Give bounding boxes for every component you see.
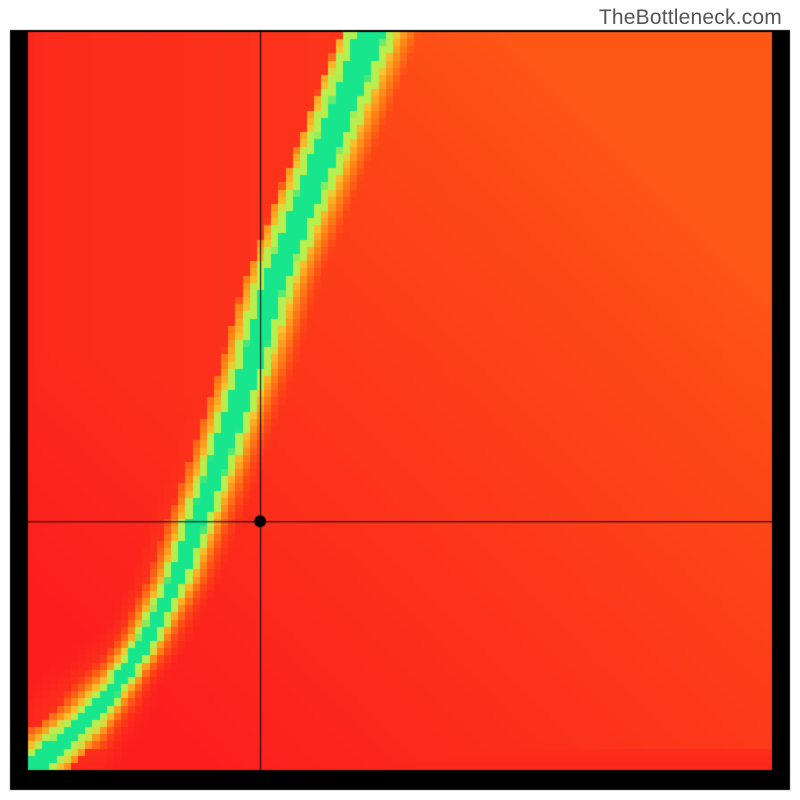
- watermark-text: TheBottleneck.com: [599, 6, 782, 30]
- chart-wrapper: TheBottleneck.com: [0, 0, 800, 800]
- bottleneck-heatmap: [0, 0, 800, 800]
